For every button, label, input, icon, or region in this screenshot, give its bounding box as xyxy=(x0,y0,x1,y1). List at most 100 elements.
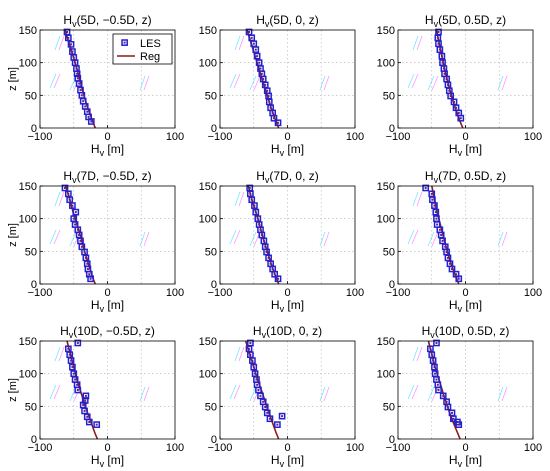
les-point-core xyxy=(71,50,74,53)
les-point-core xyxy=(88,273,91,276)
les-point-core xyxy=(444,245,447,248)
les-point xyxy=(278,412,286,420)
x-tick-label: 0 xyxy=(462,287,468,299)
x-axis-label: Hv [m] xyxy=(91,298,124,314)
les-point-core xyxy=(84,256,87,259)
les-point xyxy=(455,421,463,428)
y-tick-label: 50 xyxy=(205,246,217,258)
les-point-core xyxy=(86,262,89,265)
les-point-core xyxy=(436,223,439,226)
les-point-core xyxy=(67,347,70,350)
les-point-core xyxy=(255,378,258,381)
les-point xyxy=(75,80,83,87)
ghost-streak xyxy=(54,346,61,362)
les-point-core xyxy=(455,273,458,276)
les-point-core xyxy=(271,267,274,270)
les-point-core xyxy=(266,411,269,414)
ghost-streak xyxy=(427,75,435,91)
ghost-streak xyxy=(229,73,237,89)
les-point xyxy=(74,339,82,347)
ghost-streak xyxy=(411,229,419,245)
subplot-title: Hv(5D, 0, z) xyxy=(256,13,319,29)
y-tick-label: 100 xyxy=(377,214,395,226)
les-point-core xyxy=(446,405,449,408)
ghost-streak xyxy=(229,229,237,245)
les-point-core xyxy=(248,347,251,350)
les-point-core xyxy=(254,211,257,214)
ghost-streak xyxy=(234,35,241,51)
les-point-core xyxy=(432,359,435,362)
les-point-core xyxy=(281,415,284,418)
les-point-core xyxy=(89,277,92,280)
les-point-core xyxy=(437,30,440,33)
les-point-core xyxy=(442,67,445,70)
y-tick-label: 100 xyxy=(199,214,217,226)
les-point xyxy=(274,421,281,428)
ghost-streak xyxy=(323,386,330,402)
ghost-streak xyxy=(323,231,330,247)
les-point-core xyxy=(424,186,427,189)
les-point-core xyxy=(258,223,261,226)
les-point-core xyxy=(72,217,75,220)
ghost-streak xyxy=(319,75,326,91)
les-point-core xyxy=(269,262,272,265)
x-tick-label: −100 xyxy=(386,287,411,299)
les-point xyxy=(74,386,82,394)
les-point-core xyxy=(264,83,267,86)
les-point xyxy=(251,202,258,209)
les-point-core xyxy=(451,267,453,270)
ghost-streak xyxy=(411,384,419,400)
les-point-core xyxy=(68,353,71,356)
les-point xyxy=(61,184,69,192)
les-point-core xyxy=(250,36,253,39)
les-point-core xyxy=(442,394,445,397)
ghost-streak xyxy=(238,346,245,362)
ghost-streak xyxy=(238,191,245,207)
ghost-streak xyxy=(497,75,504,91)
les-point-core xyxy=(80,94,83,97)
legend-box xyxy=(112,33,173,65)
les-point-core xyxy=(79,239,82,242)
ghost-streak xyxy=(249,231,257,247)
y-tick-label: 0 xyxy=(389,123,395,135)
subplot-title: Hv(7D, −0.5D, z) xyxy=(63,169,151,185)
les-point-core xyxy=(248,30,251,33)
les-point-core xyxy=(437,42,440,45)
x-tick-label: 0 xyxy=(284,442,290,454)
les-point-core xyxy=(80,245,83,248)
ghost-streak xyxy=(69,231,77,247)
les-point-core xyxy=(249,341,252,344)
les-point xyxy=(270,114,278,122)
y-tick-label: 150 xyxy=(377,336,395,348)
les-point xyxy=(455,275,463,283)
ghost-streak xyxy=(407,73,415,89)
y-tick-label: 150 xyxy=(19,25,37,37)
ghost-streak xyxy=(229,384,237,400)
les-point-core xyxy=(71,366,74,369)
les-point xyxy=(69,202,76,209)
ghost-streak xyxy=(319,231,326,247)
x-tick-label: 0 xyxy=(284,131,290,143)
ghost-streak xyxy=(501,75,508,91)
les-point-core xyxy=(435,217,438,220)
ghost-streak xyxy=(233,73,241,89)
ghost-streak xyxy=(416,346,423,362)
les-point xyxy=(271,270,279,278)
les-point-core xyxy=(436,383,439,386)
les-point-core xyxy=(440,234,443,236)
ghost-streak xyxy=(54,191,61,207)
les-point-core xyxy=(260,72,263,75)
les-point-core xyxy=(266,89,269,92)
les-point xyxy=(432,208,440,216)
les-point-core xyxy=(83,250,86,253)
les-point-core xyxy=(273,117,275,120)
les-point xyxy=(433,339,440,347)
y-tick-label: 50 xyxy=(205,90,217,102)
x-tick-label: 100 xyxy=(166,287,184,299)
les-point-core xyxy=(84,105,87,108)
ghost-streak xyxy=(49,384,57,400)
les-point xyxy=(436,46,444,53)
